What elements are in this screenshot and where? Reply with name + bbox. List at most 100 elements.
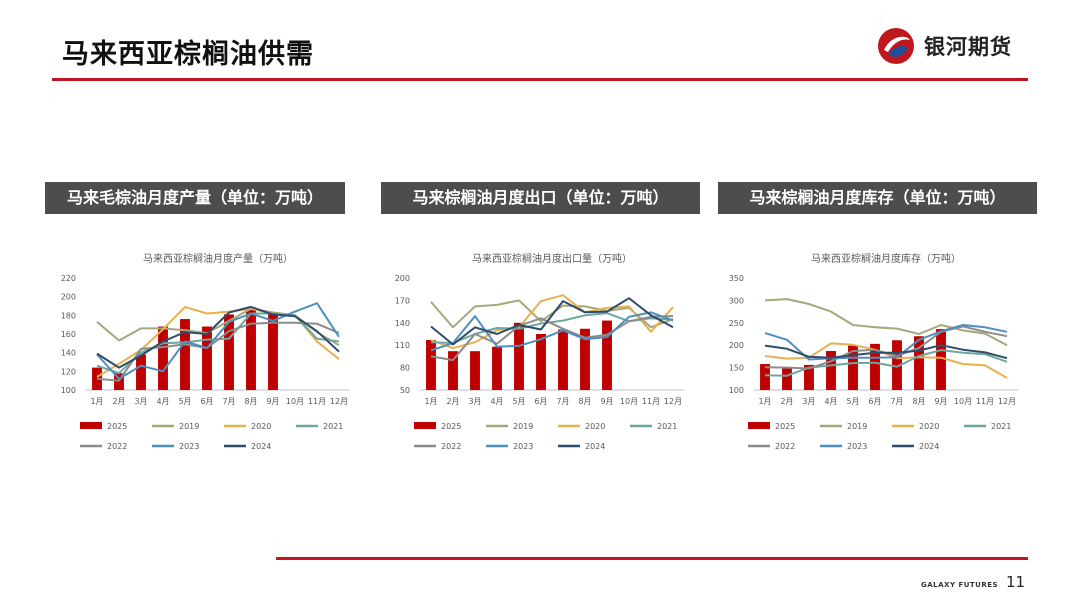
bar-2025 <box>826 351 836 390</box>
x-tick-label: 7月 <box>890 397 903 406</box>
legend-label: 2021 <box>991 422 1011 431</box>
stock-chart: 马来西亚棕榈油月度库存（万吨） 100 150 200 250 300 350 1月 2月 3月 4… <box>729 252 1018 451</box>
legend-label: 2020 <box>251 422 271 431</box>
bar-2025 <box>202 326 212 390</box>
series-line-2024 <box>96 305 340 369</box>
series-line-2023 <box>430 311 674 352</box>
legend-label: 2019 <box>513 422 533 431</box>
y-tick-label: 350 <box>729 274 744 283</box>
legend-label: 2023 <box>513 442 533 451</box>
bar-2025 <box>558 329 568 390</box>
y-tick-label: 250 <box>729 319 744 328</box>
x-tick-label: 10月 <box>620 397 638 406</box>
series-line-2022 <box>430 315 674 362</box>
legend-label: 2024 <box>585 442 605 451</box>
y-tick-label: 50 <box>400 386 410 395</box>
legend-label: 2022 <box>441 442 461 451</box>
bar-2025 <box>782 367 792 390</box>
y-tick-label: 100 <box>61 386 76 395</box>
brand-logo: 银河期货 <box>876 26 1012 66</box>
x-tick-label: 4月 <box>490 397 503 406</box>
x-tick-label: 7月 <box>556 397 569 406</box>
legend-swatch-2025 <box>414 422 436 429</box>
bar-2025 <box>492 346 502 390</box>
bottom-divider <box>276 557 1028 560</box>
legend-label: 2023 <box>847 442 867 451</box>
bar-2025 <box>448 351 458 390</box>
legend-label: 2020 <box>919 422 939 431</box>
x-tick-label: 6月 <box>868 397 881 406</box>
galaxy-logo-icon <box>878 28 914 64</box>
footer-brand: GALAXY FUTURES <box>921 581 999 589</box>
x-tick-label: 12月 <box>664 397 682 406</box>
y-tick-label: 110 <box>395 341 410 350</box>
y-tick-label: 200 <box>729 341 744 350</box>
x-tick-label: 11月 <box>976 397 994 406</box>
legend-label: 2023 <box>179 442 199 451</box>
bar-2025 <box>246 308 256 390</box>
page-title: 马来西亚棕榈油供需 <box>62 39 314 70</box>
y-tick-label: 80 <box>400 364 410 373</box>
y-tick-label: 150 <box>729 364 744 373</box>
x-tick-label: 8月 <box>912 397 925 406</box>
series-line-2020 <box>96 305 340 378</box>
chart-title: 马来西亚棕榈油月度出口量（万吨） <box>472 252 632 265</box>
x-tick-label: 11月 <box>642 397 660 406</box>
x-tick-label: 12月 <box>998 397 1016 406</box>
legend-label: 2022 <box>775 442 795 451</box>
series-line-2022 <box>764 325 1008 370</box>
bar-2025 <box>136 354 146 390</box>
y-tick-label: 220 <box>61 274 76 283</box>
y-tick-label: 140 <box>61 349 76 358</box>
chart-title: 马来西亚棕榈油月度库存（万吨） <box>811 252 961 265</box>
x-tick-label: 6月 <box>534 397 547 406</box>
x-tick-label: 4月 <box>156 397 169 406</box>
x-tick-label: 1月 <box>758 397 771 406</box>
series-line-2020 <box>764 342 1008 379</box>
bar-2025 <box>158 326 168 390</box>
legend-label: 2020 <box>585 422 605 431</box>
series-line-2020 <box>430 294 674 350</box>
page-number: 11 <box>1006 573 1026 591</box>
x-tick-label: 11月 <box>308 397 326 406</box>
x-tick-label: 12月 <box>330 397 348 406</box>
series-line-2023 <box>96 302 340 380</box>
x-tick-label: 10月 <box>954 397 972 406</box>
legend-label: 2021 <box>657 422 677 431</box>
series-line-2024 <box>764 344 1008 360</box>
panel-header-stock: 马来棕榈油月度库存（单位：万吨） <box>718 182 1037 214</box>
x-tick-label: 3月 <box>134 397 147 406</box>
x-tick-label: 2月 <box>112 397 125 406</box>
legend-label: 2024 <box>919 442 939 451</box>
y-tick-label: 160 <box>61 330 76 339</box>
y-tick-label: 100 <box>729 386 744 395</box>
legend-label: 2019 <box>847 422 867 431</box>
legend-swatch-2025 <box>80 422 102 429</box>
legend-label: 2025 <box>441 422 461 431</box>
bar-2025 <box>870 343 880 390</box>
x-tick-label: 8月 <box>578 397 591 406</box>
bar-2025 <box>892 340 902 390</box>
x-tick-label: 9月 <box>266 397 279 406</box>
bar-2025 <box>470 351 480 390</box>
x-tick-label: 4月 <box>824 397 837 406</box>
x-tick-label: 5月 <box>178 397 191 406</box>
x-tick-label: 9月 <box>600 397 613 406</box>
x-tick-label: 7月 <box>222 397 235 406</box>
x-tick-label: 1月 <box>424 397 437 406</box>
bar-2025 <box>514 322 524 390</box>
legend-label: 2025 <box>775 422 795 431</box>
x-tick-label: 8月 <box>244 397 257 406</box>
y-tick-label: 140 <box>395 319 410 328</box>
bar-2025 <box>268 312 278 390</box>
x-tick-label: 9月 <box>934 397 947 406</box>
x-tick-label: 1月 <box>90 397 103 406</box>
x-tick-label: 3月 <box>468 397 481 406</box>
legend-label: 2021 <box>323 422 343 431</box>
panel-header-production: 马来毛棕油月度产量（单位：万吨） <box>45 182 345 214</box>
y-tick-label: 200 <box>395 274 410 283</box>
y-tick-label: 170 <box>395 296 410 305</box>
y-tick-label: 300 <box>729 296 744 305</box>
series-line-2024 <box>430 297 674 346</box>
y-tick-label: 200 <box>61 293 76 302</box>
